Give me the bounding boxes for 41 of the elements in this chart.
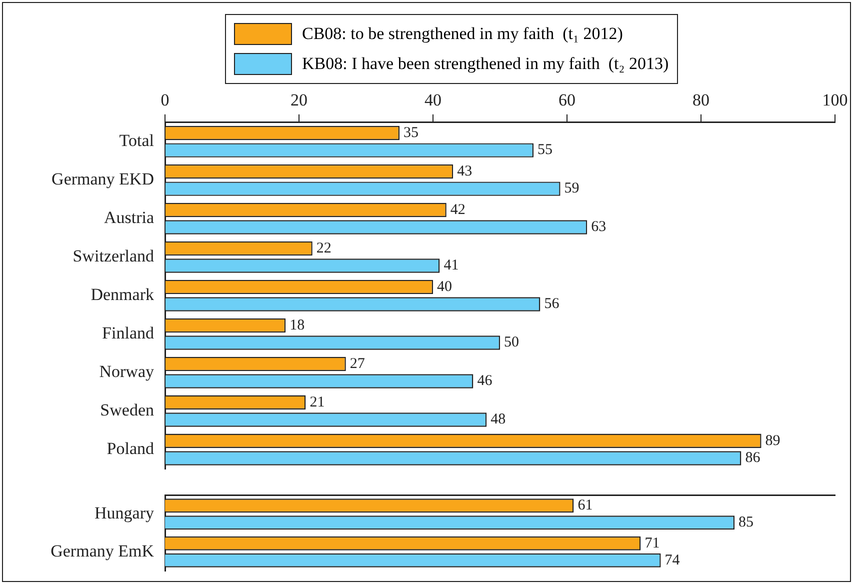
data-label: 40 [437,278,452,295]
data-label: 21 [310,394,325,410]
y-tick-label: Austria [104,208,154,228]
data-label: 18 [290,317,305,334]
data-label: 50 [504,334,519,351]
data-label: 35 [404,124,418,141]
x-tick-label: 40 [424,90,442,110]
data-label: 27 [350,356,366,372]
data-label: 42 [450,202,466,218]
y-tick-label: Total [119,131,154,150]
legend-label: KB08: I have been strengthened in my faith (t₂ 2013) [302,54,669,74]
data-label: 41 [444,258,459,274]
x-tick-label: 0 [160,90,170,110]
data-label: 22 [316,240,332,256]
x-tick-label: 60 [558,90,576,110]
y-tick-label: Switzerland [72,246,154,266]
y-tick-label: Norway [99,362,154,382]
y-tick-label: Poland [106,439,154,458]
y-tick-label: Denmark [90,285,154,304]
data-label: 85 [738,514,754,531]
data-label: 59 [564,180,580,197]
x-tick-label: 100 [822,90,848,110]
y-tick-label: Germany EKD [52,170,154,189]
data-label: 55 [538,142,552,158]
y-tick-label: Hungary [94,504,154,523]
y-tick-label: Sweden [100,400,154,420]
x-tick-label: 20 [290,90,308,110]
data-label: 61 [578,498,593,514]
y-tick-label: Finland [102,324,154,343]
data-label: 63 [591,219,606,236]
data-label: 56 [544,296,560,312]
data-label: 71 [644,535,660,552]
x-tick-label: 80 [692,90,710,110]
data-label: 48 [490,412,506,428]
data-label: 74 [664,552,680,568]
legend-label: CB08: to be strengthened in my faith (t₁ 2012) [302,24,623,44]
data-label: 43 [457,163,472,180]
y-tick-label: Germany EmK [50,541,155,560]
data-label: 86 [745,450,761,466]
data-label: 89 [765,432,780,449]
data-label: 46 [477,373,493,390]
